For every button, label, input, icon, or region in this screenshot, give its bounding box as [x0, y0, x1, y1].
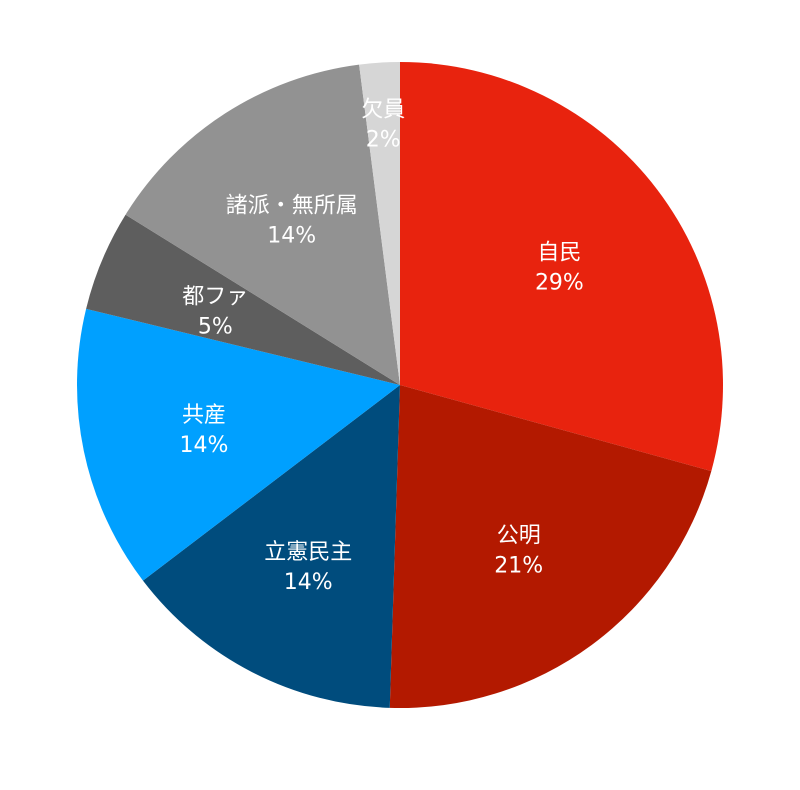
slice-value-label: 29% — [535, 271, 584, 296]
slice-name-label: 都ファ — [182, 285, 248, 310]
slice-value-label: 14% — [284, 570, 333, 595]
slice-value-label: 21% — [494, 553, 543, 578]
slice-jcp — [77, 308, 400, 581]
slice-name-label: 公明 — [497, 523, 541, 548]
slice-cdp — [142, 385, 400, 708]
slice-value-label: 5% — [198, 315, 233, 340]
slice-tomin-first — [86, 214, 401, 385]
slice-value-label: 14% — [267, 224, 316, 249]
slice-komeito — [389, 385, 712, 708]
pie-labels: 自民 29% 公明 21% 立憲民主 14% 共産 14% 都ファ 5% 諸派・無所属 14% 欠員 2% — [180, 98, 584, 595]
slice-name-label: 共産 — [182, 403, 226, 428]
slice-value-label: 2% — [366, 128, 401, 153]
slice-name-label: 諸派・無所属 — [226, 194, 358, 219]
slice-vacant — [359, 62, 400, 385]
slice-value-label: 14% — [180, 433, 229, 458]
pie-slices — [77, 62, 724, 708]
slice-ldp — [400, 62, 724, 472]
slice-name-label: 自民 — [537, 241, 581, 266]
slice-name-label: 欠員 — [361, 98, 405, 123]
slice-others — [125, 64, 400, 385]
slice-name-label: 立憲民主 — [264, 540, 352, 565]
